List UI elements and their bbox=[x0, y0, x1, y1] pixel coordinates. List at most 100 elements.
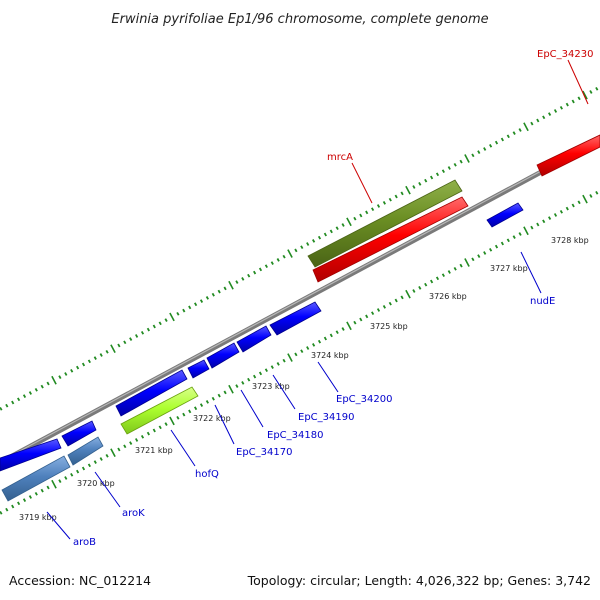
leader-EpC_34200 bbox=[317, 361, 339, 393]
ticks-inner-tick bbox=[99, 457, 103, 461]
ticks-inner-tick bbox=[87, 463, 91, 468]
gene-label-EpC_34230[interactable]: EpC_34230 bbox=[537, 49, 593, 60]
ticks-inner-tick bbox=[123, 444, 127, 449]
ticks-outer-tick bbox=[300, 245, 304, 250]
ticks-outer-tick bbox=[471, 153, 475, 158]
gene-EpC_34230[interactable] bbox=[536, 134, 600, 177]
gene-label-EpC_34180[interactable]: EpC_34180 bbox=[267, 430, 323, 441]
gene-label-aroK[interactable]: aroK bbox=[122, 508, 145, 519]
ticks-outer-tick bbox=[424, 178, 428, 183]
ticks-inner-tick bbox=[5, 507, 9, 512]
ticks-inner-tick bbox=[93, 460, 97, 464]
ticks-inner-tick bbox=[353, 320, 357, 325]
ticks-inner-tick bbox=[294, 352, 298, 357]
ticks-outer-tick bbox=[589, 90, 593, 94]
leader-EpC_34170 bbox=[214, 404, 235, 445]
ticks-inner-tick bbox=[64, 476, 68, 480]
gene-reverse-3721[interactable] bbox=[115, 369, 188, 417]
ticks-inner-tick bbox=[105, 453, 109, 458]
ticks-outer-tick bbox=[341, 223, 345, 227]
leader-aroK bbox=[94, 471, 121, 508]
ticks-outer-tick bbox=[494, 140, 499, 145]
ticks-inner-tick bbox=[34, 491, 38, 496]
ticks-outer-tick bbox=[335, 226, 339, 231]
ticks-outer-tick bbox=[64, 372, 68, 376]
ticks-inner-tick bbox=[253, 374, 257, 379]
ticks-inner-tick bbox=[199, 403, 204, 407]
gene-aroK[interactable] bbox=[67, 436, 104, 466]
ticks-inner-tick bbox=[258, 371, 263, 376]
ticks-outer-tick bbox=[270, 261, 274, 265]
gene-mrcA[interactable] bbox=[312, 196, 469, 283]
gene-EpC_34170[interactable] bbox=[187, 359, 210, 379]
ticks-inner-tick bbox=[346, 321, 352, 331]
ticks-inner-tick bbox=[577, 200, 581, 205]
leader-nudE bbox=[520, 251, 542, 294]
ticks-outer-tick bbox=[217, 289, 221, 294]
ticks-inner-tick bbox=[194, 406, 198, 411]
ticks-outer-tick bbox=[176, 311, 180, 316]
ticks-outer-tick bbox=[577, 96, 581, 101]
ticks-inner-tick bbox=[335, 330, 339, 335]
ticks-outer-tick bbox=[323, 232, 327, 237]
ticks-outer-tick bbox=[489, 143, 493, 148]
backbone-line bbox=[0, 137, 600, 466]
gene-label-nudE[interactable]: nudE bbox=[530, 296, 555, 307]
ticks-outer-tick bbox=[571, 99, 575, 104]
ticks-inner-tick bbox=[228, 384, 234, 394]
gene-label-EpC_34200[interactable]: EpC_34200 bbox=[336, 394, 392, 405]
inner-tick-ring bbox=[0, 190, 599, 515]
ticks-outer-tick bbox=[135, 334, 139, 338]
ticks-outer-tick bbox=[353, 216, 357, 221]
ticks-outer-tick bbox=[459, 159, 463, 164]
ticks-outer-tick bbox=[164, 318, 168, 322]
ticks-inner-tick bbox=[512, 235, 516, 239]
gene-label-EpC_34190[interactable]: EpC_34190 bbox=[298, 412, 354, 423]
ticks-inner-tick bbox=[182, 412, 186, 417]
gene-label-mrcA[interactable]: mrcA bbox=[327, 152, 353, 163]
kbp-label-3725: 3725 kbp bbox=[370, 322, 408, 331]
ticks-outer-tick bbox=[140, 330, 145, 335]
gene-label-hofQ[interactable]: hofQ bbox=[195, 469, 219, 480]
gene-mrcA-rna[interactable] bbox=[307, 179, 463, 268]
ticks-outer-tick bbox=[17, 397, 21, 402]
gene-EpC_34200[interactable] bbox=[269, 301, 322, 336]
ticks-inner-tick bbox=[176, 415, 180, 420]
ticks-inner-tick bbox=[300, 349, 304, 354]
ticks-inner-tick bbox=[523, 226, 529, 236]
ticks-inner-tick bbox=[441, 273, 445, 278]
ticks-outer-tick bbox=[500, 137, 504, 142]
ticks-outer-tick bbox=[542, 115, 546, 120]
gene-reverse-3719[interactable] bbox=[0, 438, 62, 472]
gene-hofQ[interactable] bbox=[120, 386, 199, 435]
ticks-outer-tick bbox=[276, 258, 280, 262]
ticks-outer-tick bbox=[105, 349, 109, 354]
ticks-outer-tick bbox=[93, 356, 97, 360]
ticks-outer-tick bbox=[194, 302, 198, 307]
gene-label-aroB[interactable]: aroB bbox=[73, 537, 96, 548]
ticks-outer-tick bbox=[388, 197, 392, 202]
gene-EpC_34180[interactable] bbox=[206, 342, 240, 369]
ticks-outer-tick bbox=[146, 327, 150, 332]
gene-label-EpC_34170[interactable]: EpC_34170 bbox=[236, 447, 292, 458]
ticks-outer-tick bbox=[205, 296, 209, 300]
ticks-outer-tick bbox=[182, 308, 186, 313]
ticks-inner-tick bbox=[28, 495, 32, 499]
kbp-label-3719: 3719 kbp bbox=[19, 513, 57, 522]
gene-nudE[interactable] bbox=[486, 202, 524, 228]
gene-reverse-3720[interactable] bbox=[61, 420, 97, 447]
ticks-inner-tick bbox=[110, 448, 116, 457]
gene-EpC_34190[interactable] bbox=[236, 325, 272, 353]
ticks-inner-tick bbox=[329, 333, 333, 338]
ticks-inner-tick bbox=[0, 510, 3, 515]
ticks-outer-tick bbox=[287, 249, 293, 258]
leader-EpC_34230 bbox=[567, 59, 589, 105]
ticks-inner-tick bbox=[447, 270, 451, 274]
ticks-inner-tick bbox=[477, 254, 481, 259]
ticks-inner-tick bbox=[548, 216, 552, 220]
leader-EpC_34180 bbox=[240, 389, 264, 428]
ticks-outer-tick bbox=[477, 150, 481, 155]
gene-aroB[interactable] bbox=[1, 455, 71, 502]
ticks-inner-tick bbox=[58, 479, 62, 484]
